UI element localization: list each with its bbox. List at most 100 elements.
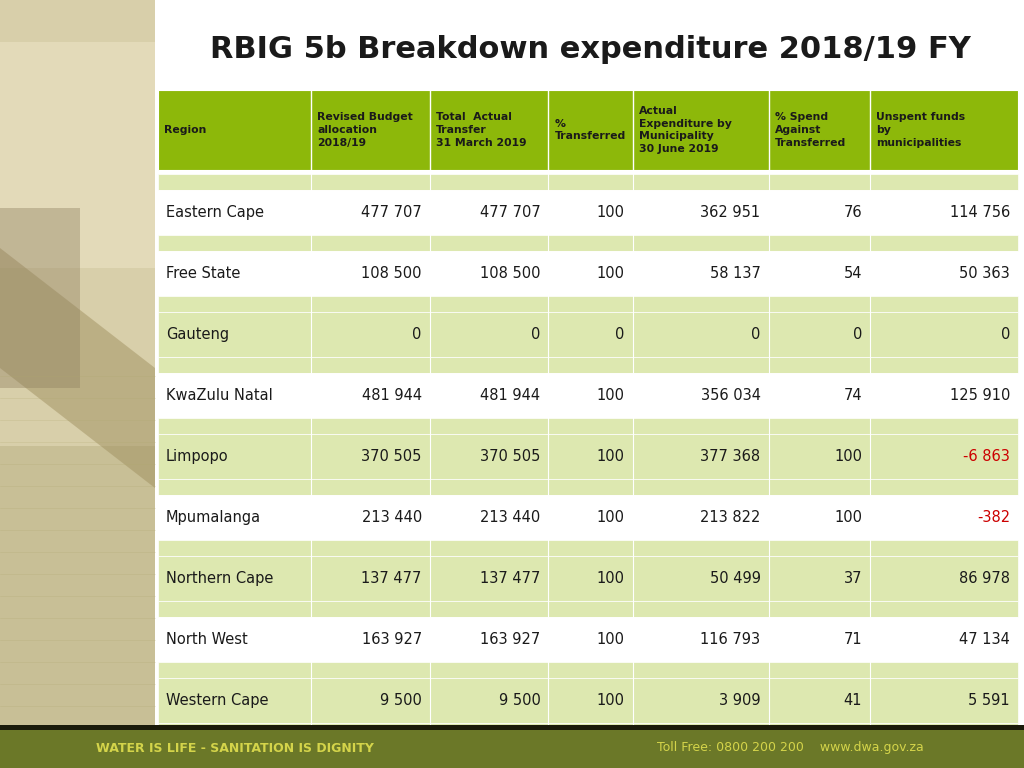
Bar (158, 190, 1018, 235)
Text: Western Cape: Western Cape (166, 693, 268, 708)
Bar (158, 495, 1018, 540)
Text: 50 499: 50 499 (710, 571, 761, 586)
Text: -6 863: -6 863 (964, 449, 1010, 464)
Text: 0: 0 (615, 327, 625, 342)
Polygon shape (0, 248, 155, 488)
Bar (158, 678, 1018, 723)
Text: -382: -382 (977, 510, 1010, 525)
Text: Total: Total (166, 756, 206, 768)
Text: %
Transferred: % Transferred (554, 118, 626, 141)
Text: Limpopo: Limpopo (166, 449, 228, 464)
Bar (158, 235, 1018, 251)
Text: 477 707: 477 707 (361, 205, 422, 220)
Text: 137 477: 137 477 (480, 571, 541, 586)
Bar (0, 208, 80, 388)
Text: 362 951: 362 951 (700, 205, 761, 220)
Text: 137 477: 137 477 (361, 571, 422, 586)
Text: 78: 78 (842, 756, 862, 768)
Text: Gauteng: Gauteng (166, 327, 229, 342)
Text: North West: North West (166, 632, 248, 647)
Text: Unspent funds
by
municipalities: Unspent funds by municipalities (877, 112, 966, 147)
Bar (0, 42, 155, 268)
Text: 9 500: 9 500 (499, 693, 541, 708)
Text: 54: 54 (844, 266, 862, 281)
Text: Revised Budget
allocation
2018/19: Revised Budget allocation 2018/19 (317, 112, 413, 147)
Text: Region: Region (164, 125, 207, 135)
Text: 1 539 514: 1 539 514 (679, 756, 761, 768)
Text: 5 591: 5 591 (969, 693, 1010, 708)
Text: 481 944: 481 944 (361, 388, 422, 403)
Text: 0: 0 (1000, 327, 1010, 342)
Text: 116 793: 116 793 (700, 632, 761, 647)
Text: 108 500: 108 500 (361, 266, 422, 281)
Text: 0: 0 (853, 327, 862, 342)
Bar (158, 601, 1018, 617)
Bar (158, 723, 1018, 739)
Bar (0, 446, 155, 726)
Bar (158, 434, 1018, 479)
Text: 163 927: 163 927 (361, 632, 422, 647)
Text: WATER IS LIFE - SANITATION IS DIGNITY: WATER IS LIFE - SANITATION IS DIGNITY (96, 741, 374, 754)
Bar (158, 418, 1018, 434)
Text: Eastern Cape: Eastern Cape (166, 205, 264, 220)
Text: 114 756: 114 756 (949, 205, 1010, 220)
Text: 213 440: 213 440 (480, 510, 541, 525)
Bar (158, 373, 1018, 418)
Text: KwaZulu Natal: KwaZulu Natal (166, 388, 272, 403)
Text: 41: 41 (844, 693, 862, 708)
Text: Total  Actual
Transfer
31 March 2019: Total Actual Transfer 31 March 2019 (436, 112, 526, 147)
Text: 100: 100 (597, 449, 625, 464)
Bar (158, 312, 1018, 357)
Text: 423 486: 423 486 (944, 756, 1010, 768)
Text: Toll Free: 0800 200 200    www.dwa.gov.za: Toll Free: 0800 200 200 www.dwa.gov.za (656, 741, 924, 754)
Text: 58 137: 58 137 (710, 266, 761, 281)
Bar (158, 739, 1018, 768)
Text: 370 505: 370 505 (480, 449, 541, 464)
Text: 370 505: 370 505 (361, 449, 422, 464)
Text: 477 707: 477 707 (479, 205, 541, 220)
Text: 1 963 000: 1 963 000 (459, 756, 541, 768)
Text: 0: 0 (752, 327, 761, 342)
Text: 100: 100 (835, 510, 862, 525)
Text: 50 363: 50 363 (959, 266, 1010, 281)
Text: 0: 0 (531, 327, 541, 342)
Text: 108 500: 108 500 (480, 266, 541, 281)
Text: 0: 0 (413, 327, 422, 342)
Text: 100: 100 (594, 756, 625, 768)
Bar (158, 174, 1018, 190)
Text: 86 978: 86 978 (959, 571, 1010, 586)
Text: 100: 100 (835, 449, 862, 464)
Text: 100: 100 (597, 266, 625, 281)
Text: 9 500: 9 500 (380, 693, 422, 708)
Text: 100: 100 (597, 388, 625, 403)
Text: 213 440: 213 440 (361, 510, 422, 525)
Bar (158, 617, 1018, 662)
Text: 71: 71 (844, 632, 862, 647)
Text: 37: 37 (844, 571, 862, 586)
Bar (158, 90, 1018, 170)
Text: 100: 100 (597, 205, 625, 220)
Text: 163 927: 163 927 (480, 632, 541, 647)
Bar (0, 0, 155, 726)
Text: 74: 74 (844, 388, 862, 403)
Text: % Spend
Against
Transferred: % Spend Against Transferred (774, 112, 846, 147)
Text: 3 909: 3 909 (719, 693, 761, 708)
Text: 356 034: 356 034 (700, 388, 761, 403)
Text: 1 963 000: 1 963 000 (340, 756, 422, 768)
Bar (0, 725, 1024, 730)
Text: Free State: Free State (166, 266, 241, 281)
Text: 100: 100 (597, 571, 625, 586)
Text: 76: 76 (844, 205, 862, 220)
Text: Actual
Expenditure by
Municipality
30 June 2019: Actual Expenditure by Municipality 30 Ju… (639, 106, 731, 154)
Bar (0, 726, 1024, 768)
Bar (158, 296, 1018, 312)
Bar (158, 540, 1018, 556)
Text: 213 822: 213 822 (700, 510, 761, 525)
Text: 377 368: 377 368 (700, 449, 761, 464)
Text: 47 134: 47 134 (959, 632, 1010, 647)
Text: Northern Cape: Northern Cape (166, 571, 273, 586)
Bar (158, 357, 1018, 373)
Bar (158, 251, 1018, 296)
Text: 100: 100 (597, 632, 625, 647)
Text: 481 944: 481 944 (480, 388, 541, 403)
